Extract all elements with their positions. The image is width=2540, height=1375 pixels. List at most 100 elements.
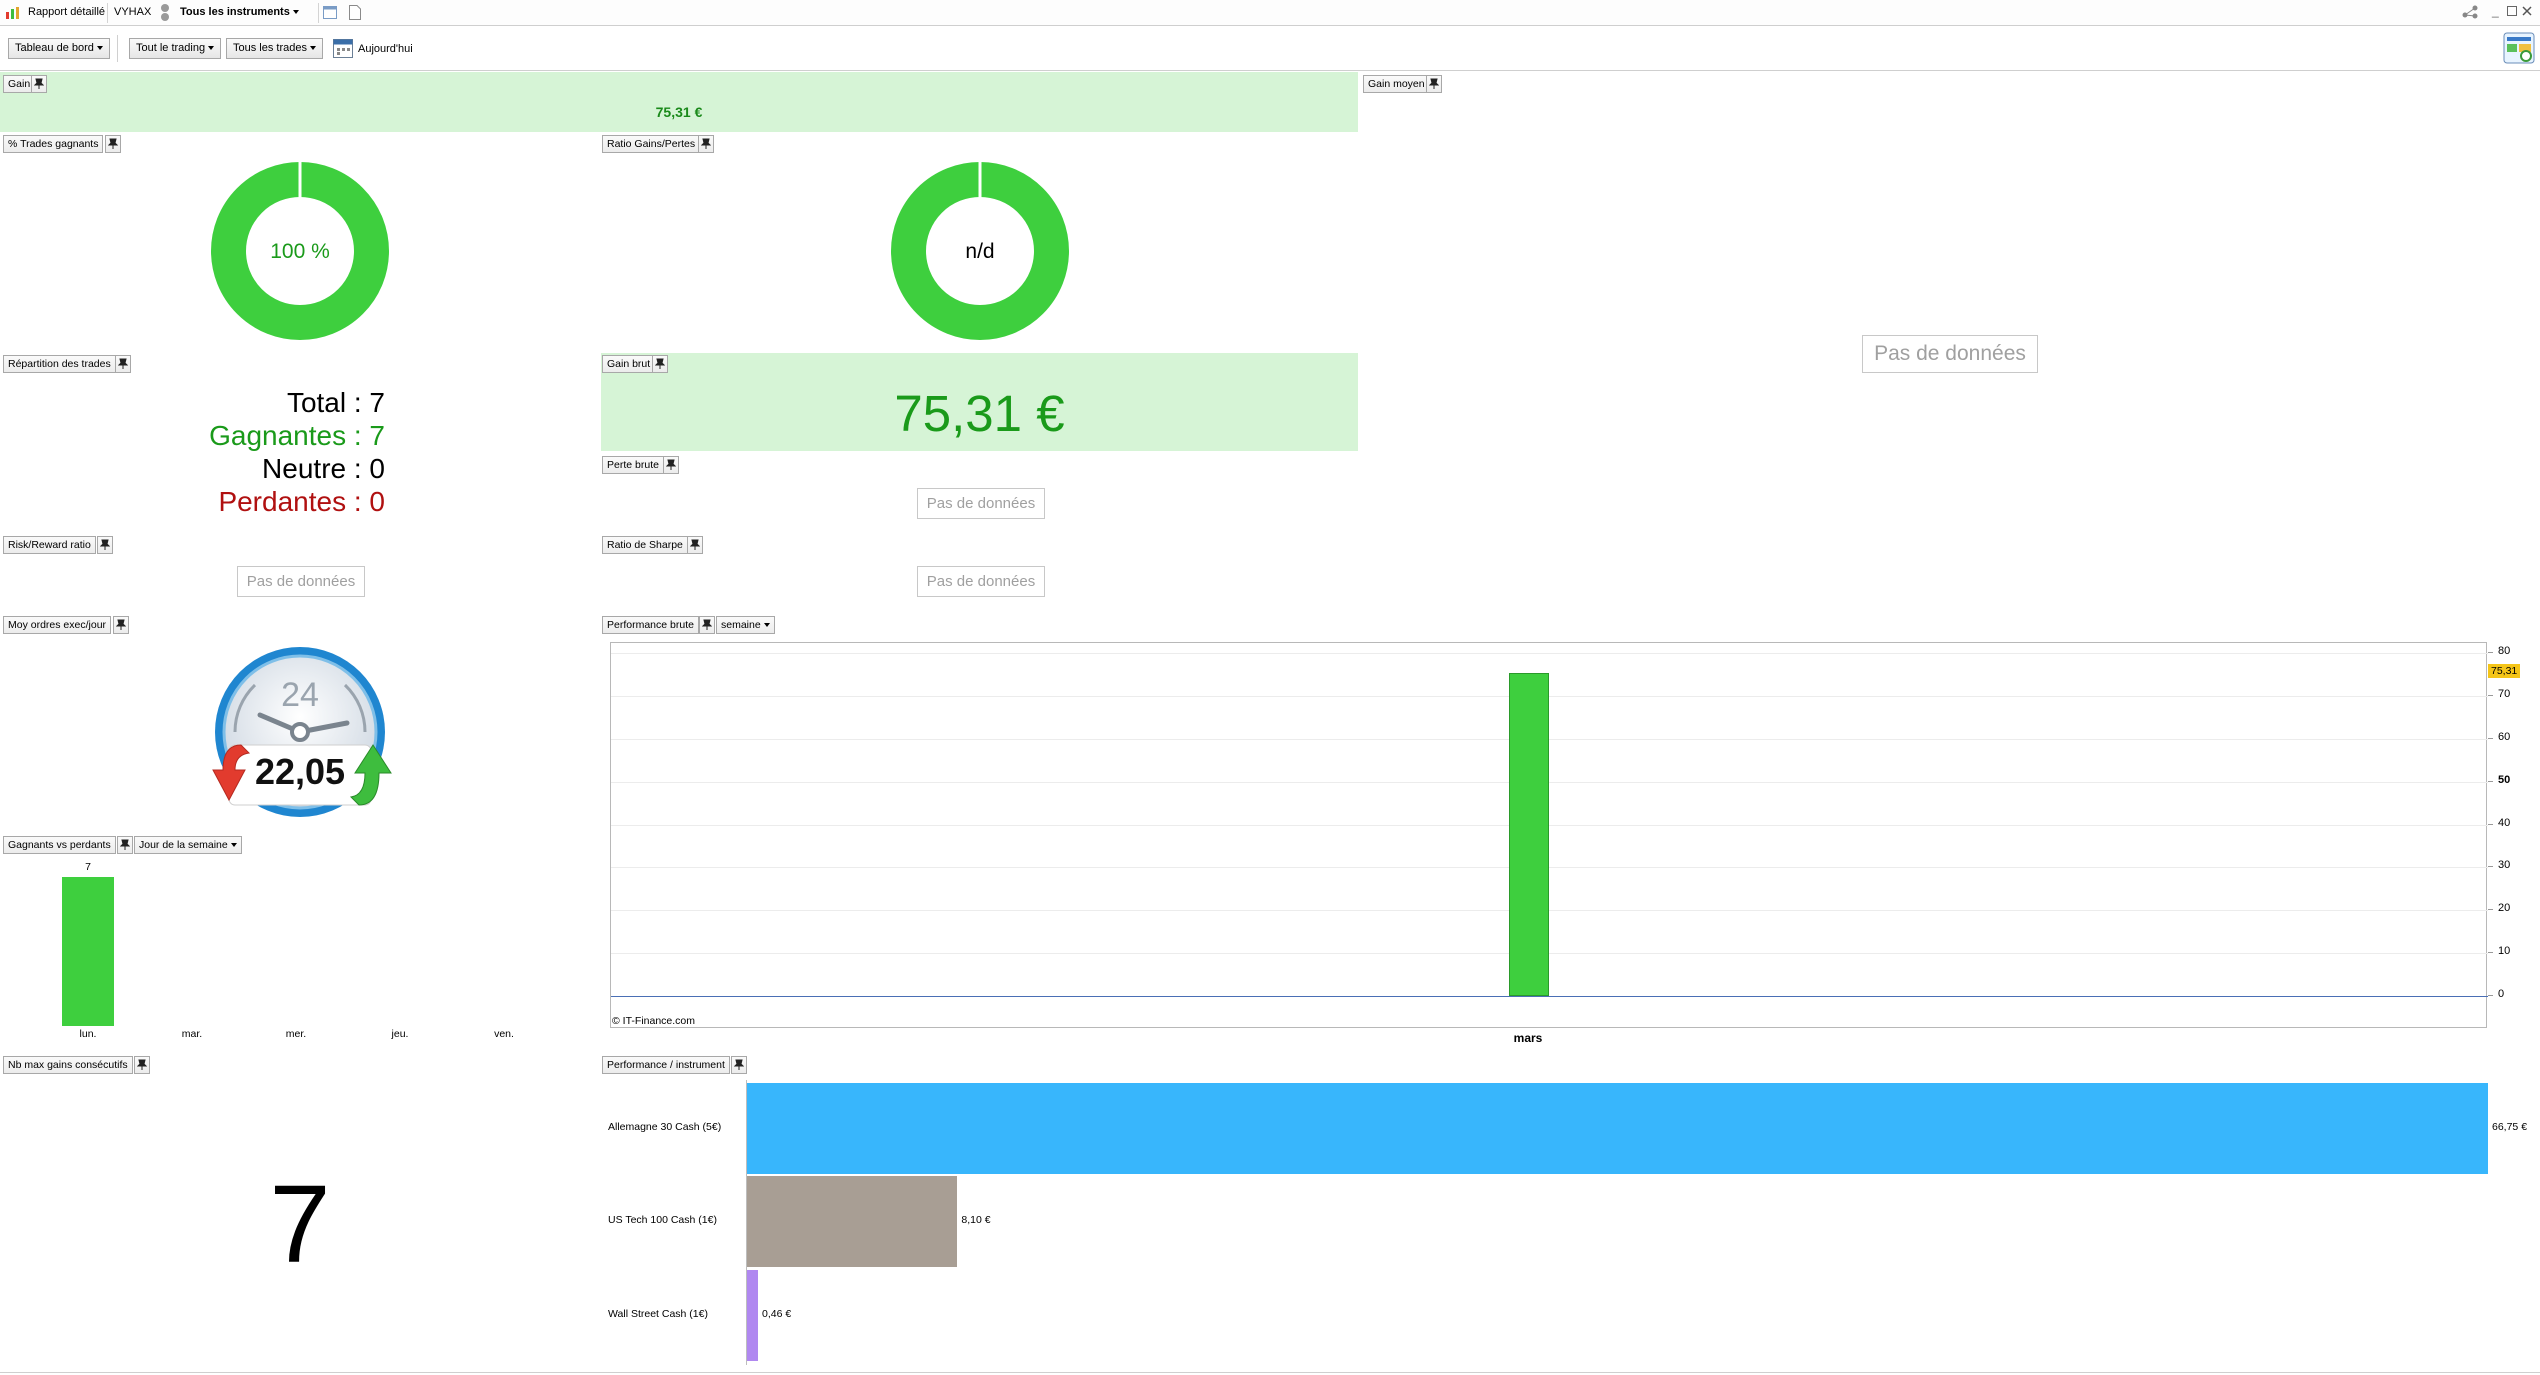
trading-label: Tout le trading bbox=[136, 42, 206, 54]
pin-icon[interactable] bbox=[97, 536, 113, 554]
perf-gridline bbox=[611, 738, 2488, 740]
pin-icon[interactable] bbox=[134, 1056, 150, 1074]
risk-reward-title: Risk/Reward ratio bbox=[3, 536, 96, 554]
perf-brute-yaxis: 0 10 20 30 40 50 60 70 80 75,31 bbox=[2488, 642, 2540, 1028]
perf-gridline bbox=[611, 910, 2488, 912]
perf-y-tick-mark bbox=[2488, 995, 2493, 996]
close-icon[interactable] bbox=[2522, 6, 2532, 19]
perdantes-count: Perdantes : 0 bbox=[218, 486, 385, 517]
perf-gridline bbox=[611, 695, 2488, 697]
perf-brute-xaxis: mars bbox=[610, 1031, 2487, 1049]
account-label[interactable]: VYHAX bbox=[114, 6, 152, 18]
nb-max-title: Nb max gains consécutifs bbox=[3, 1056, 133, 1074]
pin-icon[interactable] bbox=[687, 536, 703, 554]
pin-icon[interactable] bbox=[698, 135, 714, 153]
pct-trades-value: 100 % bbox=[270, 240, 330, 263]
trades-dropdown[interactable]: Tous les trades bbox=[226, 38, 323, 59]
account-switch-icon[interactable] bbox=[160, 3, 170, 26]
trades-label: Tous les trades bbox=[233, 42, 307, 54]
gain-moyen-title: Gain moyen bbox=[1363, 75, 1430, 93]
pin-icon[interactable] bbox=[731, 1056, 747, 1074]
dashboard-label: Tableau de bord bbox=[15, 42, 94, 54]
chevron-down-icon bbox=[96, 46, 103, 51]
perf-gridline bbox=[611, 953, 2488, 955]
gvp-period-dropdown[interactable]: Jour de la semaine bbox=[134, 836, 242, 854]
today-link[interactable]: Aujourd'hui bbox=[358, 43, 413, 55]
instr-bar bbox=[746, 1083, 2488, 1174]
pct-trades-title: % Trades gagnants bbox=[3, 135, 104, 153]
pin-icon[interactable] bbox=[652, 355, 668, 373]
instr-bar bbox=[746, 1270, 758, 1361]
report-title[interactable]: Rapport détaillé bbox=[28, 6, 106, 18]
repartition-list: Total : 7 Gagnantes : 7 Neutre : 0 Perda… bbox=[0, 386, 385, 518]
gvp-title: Gagnants vs perdants bbox=[3, 836, 116, 854]
minimize-icon[interactable]: _ bbox=[2492, 4, 2499, 18]
gain-brut-title: Gain brut bbox=[602, 355, 656, 373]
ratio-gp-donut bbox=[891, 162, 1069, 340]
perf-bar bbox=[1509, 673, 1549, 996]
gvp-chart: 7 lun. mar. mer. jeu. ven. bbox=[0, 858, 560, 1046]
gvp-x-tick-label: mer. bbox=[285, 1028, 307, 1040]
total-count: Total : 7 bbox=[286, 387, 385, 418]
instruments-label: Tous les instruments bbox=[180, 6, 290, 18]
perf-y-tick-mark bbox=[2488, 780, 2493, 782]
app-icon bbox=[5, 6, 21, 23]
perf-gridline bbox=[611, 867, 2488, 869]
pin-icon[interactable] bbox=[31, 75, 47, 93]
pin-icon[interactable] bbox=[117, 836, 133, 854]
pin-icon[interactable] bbox=[115, 355, 131, 373]
perf-y-tick-label: 40 bbox=[2498, 816, 2511, 829]
pin-icon[interactable] bbox=[699, 616, 715, 634]
perf-brute-title: Performance brute bbox=[602, 616, 699, 634]
gvp-x-tick-label: ven. bbox=[494, 1028, 514, 1040]
window-icon[interactable] bbox=[323, 6, 337, 22]
perf-y-tick-label: 20 bbox=[2498, 902, 2511, 915]
network-icon[interactable] bbox=[2462, 5, 2478, 22]
nb-max-value: 7 bbox=[269, 1163, 331, 1286]
perf-y-tick-mark bbox=[2488, 737, 2493, 739]
trading-dropdown[interactable]: Tout le trading bbox=[129, 38, 222, 59]
instr-category-label: Wall Street Cash (1€) bbox=[608, 1308, 708, 1320]
perf-brute-period-dropdown[interactable]: semaine bbox=[716, 616, 775, 634]
gvp-bar bbox=[62, 877, 114, 1026]
calendar-icon[interactable] bbox=[333, 39, 353, 61]
pin-icon[interactable] bbox=[1426, 75, 1442, 93]
perf-y-tick-label: 70 bbox=[2498, 687, 2511, 700]
dashboard-settings-icon[interactable] bbox=[2503, 32, 2535, 67]
gvp-x-tick-label: mar. bbox=[181, 1028, 203, 1040]
gain-value: 75,31 € bbox=[655, 104, 703, 120]
instr-data-label: 0,46 € bbox=[762, 1308, 792, 1320]
gain-brut-panel bbox=[601, 353, 1358, 451]
maximize-icon[interactable] bbox=[2507, 6, 2517, 19]
perf-instr-title: Performance / instrument bbox=[602, 1056, 730, 1074]
gain-moyen-nodata: Pas de données bbox=[1862, 335, 2038, 373]
chevron-down-icon bbox=[230, 843, 237, 848]
perf-gridline bbox=[611, 653, 2488, 654]
pin-icon[interactable] bbox=[105, 135, 121, 153]
instr-data-label: 66,75 € bbox=[2492, 1121, 2528, 1133]
instruments-dropdown[interactable]: Tous les instruments bbox=[180, 6, 299, 18]
chevron-down-icon bbox=[292, 10, 299, 15]
clock-number: 24 bbox=[281, 676, 319, 714]
perf-y-tick-label: 10 bbox=[2498, 945, 2511, 958]
instr-data-label: 8,10 € bbox=[961, 1214, 991, 1226]
title-bar: Rapport détaillé VYHAX Tous les instrume… bbox=[0, 0, 2540, 26]
instr-bar bbox=[746, 1176, 958, 1267]
gain-brut-value: 75,31 € bbox=[894, 385, 1065, 442]
perf-brute-credit: © IT-Finance.com bbox=[612, 1015, 696, 1027]
instr-category-label: Allemagne 30 Cash (5€) bbox=[608, 1121, 722, 1133]
document-icon[interactable] bbox=[349, 5, 361, 23]
repartition-title: Répartition des trades bbox=[3, 355, 116, 373]
perte-brute-nodata: Pas de données bbox=[917, 488, 1045, 519]
pin-icon[interactable] bbox=[663, 456, 679, 474]
ratio-gp-value: n/d bbox=[965, 240, 995, 263]
perte-brute-title: Perte brute bbox=[602, 456, 664, 474]
perf-y-tick-mark bbox=[2488, 866, 2493, 868]
pin-icon[interactable] bbox=[113, 616, 129, 634]
dashboard-dropdown[interactable]: Tableau de bord bbox=[8, 38, 110, 59]
pct-trades-donut bbox=[211, 162, 389, 340]
gagnantes-count: Gagnantes : 7 bbox=[209, 420, 385, 451]
perf-y-tick-mark bbox=[2488, 652, 2493, 653]
perf-y-tick-label: 0 bbox=[2498, 988, 2505, 1000]
gvp-x-tick-label: jeu. bbox=[391, 1028, 409, 1040]
